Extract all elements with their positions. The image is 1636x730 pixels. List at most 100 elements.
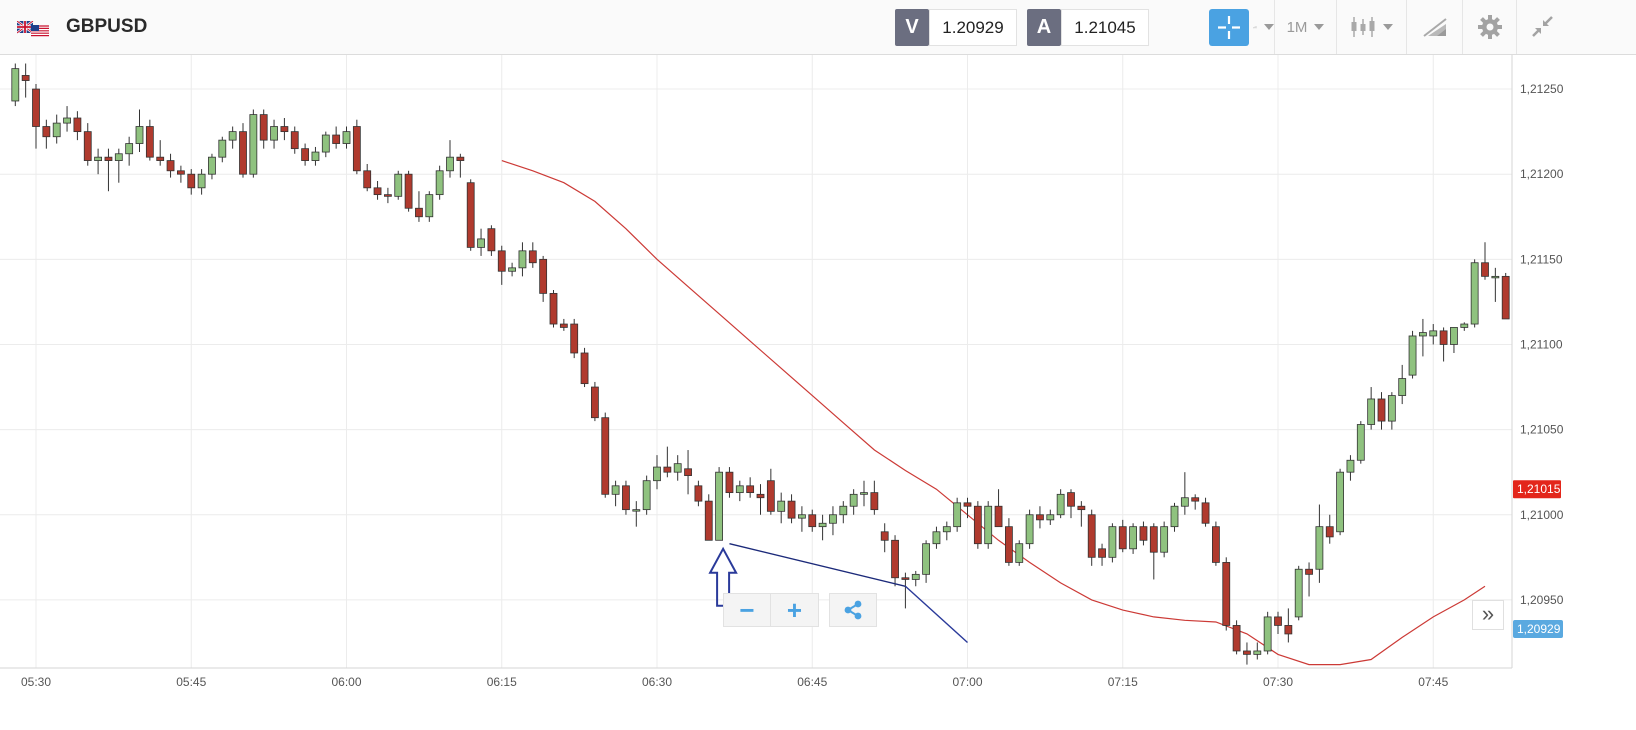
candle xyxy=(270,119,278,149)
candle-body xyxy=(270,126,278,141)
timeframe-label: 1M xyxy=(1286,18,1308,36)
candle xyxy=(1005,518,1013,566)
candle xyxy=(849,489,858,515)
candle-body xyxy=(228,131,237,141)
time-label: 07:30 xyxy=(1263,675,1293,689)
candle xyxy=(766,468,775,515)
candle-body xyxy=(1067,492,1075,507)
candle-body xyxy=(922,543,930,575)
candle-body xyxy=(1305,568,1313,575)
buy-price[interactable]: 1.21045 xyxy=(1061,9,1149,46)
candle xyxy=(570,318,579,359)
candle xyxy=(1180,472,1189,515)
candle-body xyxy=(622,485,630,511)
candle xyxy=(11,63,20,107)
candle-body xyxy=(735,485,744,494)
time-label: 06:00 xyxy=(331,675,361,689)
collapse-button[interactable] xyxy=(1516,0,1566,54)
candle-body xyxy=(798,514,806,519)
sell-label: V xyxy=(895,9,929,46)
candle xyxy=(73,111,82,141)
time-label: 07:15 xyxy=(1108,675,1138,689)
candle xyxy=(632,501,641,527)
candle xyxy=(497,245,506,285)
candle-body xyxy=(1470,262,1479,325)
bid-price-value: 1,20929 xyxy=(1517,622,1561,636)
candle-body xyxy=(104,156,113,161)
candle-body xyxy=(766,480,775,512)
candle-body xyxy=(1087,514,1096,558)
candle-body xyxy=(1253,650,1262,655)
candle-body xyxy=(1170,505,1179,528)
candle-body xyxy=(559,323,568,328)
last-price-value: 1,21015 xyxy=(1517,482,1561,496)
crosshair-button[interactable] xyxy=(1209,9,1249,46)
indicators-button[interactable] xyxy=(1203,0,1274,54)
candle-body xyxy=(1481,262,1489,277)
settings-button[interactable] xyxy=(1462,0,1516,54)
candle-body xyxy=(352,126,361,172)
candle-body xyxy=(1139,526,1148,541)
candle-body xyxy=(1180,497,1189,507)
candle xyxy=(156,140,165,166)
candle xyxy=(663,446,672,478)
chart-type-button[interactable] xyxy=(1336,0,1406,54)
candle xyxy=(860,480,868,507)
candle-body xyxy=(487,228,496,252)
candle-body xyxy=(642,480,651,511)
candle xyxy=(290,126,299,154)
candle xyxy=(466,179,475,251)
sell-price[interactable]: 1.20929 xyxy=(929,9,1017,46)
candle-body xyxy=(1294,568,1303,618)
price-label: 1,20950 xyxy=(1520,593,1564,607)
candle xyxy=(1408,330,1417,379)
candle-body xyxy=(1336,471,1344,533)
candle-body xyxy=(83,131,92,161)
zoom-in-button[interactable]: + xyxy=(771,593,819,627)
indicators-icon xyxy=(1253,25,1257,29)
candle xyxy=(829,506,837,536)
candle xyxy=(1160,521,1169,558)
candle xyxy=(1429,324,1438,345)
crosshair-icon xyxy=(1218,16,1240,39)
candle-body xyxy=(808,514,817,528)
buy-label: A xyxy=(1027,9,1061,46)
scroll-forward-button[interactable]: » xyxy=(1472,600,1504,630)
candle xyxy=(756,484,765,515)
candle xyxy=(166,153,175,178)
candle xyxy=(394,170,403,200)
price-chart[interactable]: 1,21250 1,21200 1,21150 1,21100 1,21050 … xyxy=(0,55,1636,730)
time-label: 07:00 xyxy=(952,675,982,689)
chevron-down-icon xyxy=(1314,24,1325,30)
candle-body xyxy=(1450,327,1458,345)
candle-body xyxy=(591,386,599,419)
candle-body xyxy=(249,114,258,175)
price-label: 1,21250 xyxy=(1520,82,1564,96)
drawing-tools-button[interactable] xyxy=(1406,0,1462,54)
candle-body xyxy=(415,207,423,218)
candle-body xyxy=(466,182,475,248)
candle xyxy=(984,501,993,549)
candle xyxy=(798,506,806,532)
candle-body xyxy=(425,194,434,218)
timeframe-select[interactable]: 1M xyxy=(1274,0,1336,54)
candle xyxy=(1377,392,1386,430)
candle xyxy=(1056,489,1065,519)
candle xyxy=(311,146,320,166)
candle-body xyxy=(290,131,299,150)
candle-body xyxy=(1077,505,1086,511)
candle-body xyxy=(497,250,506,272)
candle-body xyxy=(1118,526,1127,550)
candle xyxy=(1315,504,1324,583)
candle xyxy=(280,118,289,141)
zoom-out-button[interactable]: − xyxy=(723,593,771,627)
candle-body xyxy=(984,505,993,545)
candle xyxy=(1108,523,1117,563)
candle xyxy=(559,318,568,331)
candlestick-series xyxy=(11,63,1510,665)
candle xyxy=(1212,521,1220,566)
candle-body xyxy=(673,463,682,473)
share-button[interactable] xyxy=(829,593,877,627)
candle xyxy=(891,535,899,587)
candle-body xyxy=(1005,526,1013,563)
